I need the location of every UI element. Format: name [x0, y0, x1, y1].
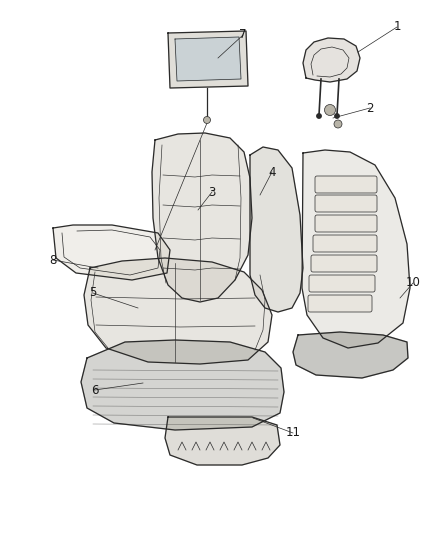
FancyBboxPatch shape — [308, 295, 372, 312]
Polygon shape — [250, 147, 303, 312]
Circle shape — [317, 114, 321, 118]
Circle shape — [335, 114, 339, 118]
Polygon shape — [165, 417, 280, 465]
Text: 2: 2 — [366, 101, 374, 115]
Polygon shape — [81, 340, 284, 430]
Polygon shape — [84, 258, 272, 364]
Text: 8: 8 — [49, 254, 57, 266]
Circle shape — [334, 120, 342, 128]
Text: 5: 5 — [89, 287, 97, 300]
Text: 11: 11 — [286, 426, 300, 440]
FancyBboxPatch shape — [315, 215, 377, 232]
Polygon shape — [293, 332, 408, 378]
Text: 6: 6 — [91, 384, 99, 397]
Text: 7: 7 — [239, 28, 247, 42]
Polygon shape — [53, 225, 170, 280]
Text: 10: 10 — [406, 277, 420, 289]
FancyBboxPatch shape — [309, 275, 375, 292]
Text: 3: 3 — [208, 185, 215, 198]
Text: 1: 1 — [393, 20, 401, 34]
Circle shape — [325, 104, 336, 116]
Polygon shape — [303, 38, 360, 82]
FancyBboxPatch shape — [311, 255, 377, 272]
FancyBboxPatch shape — [313, 235, 377, 252]
Polygon shape — [302, 150, 410, 348]
Polygon shape — [152, 133, 252, 302]
FancyBboxPatch shape — [315, 176, 377, 193]
Polygon shape — [168, 31, 248, 88]
Circle shape — [204, 117, 211, 124]
Polygon shape — [175, 37, 241, 81]
Text: 4: 4 — [268, 166, 276, 179]
FancyBboxPatch shape — [315, 195, 377, 212]
